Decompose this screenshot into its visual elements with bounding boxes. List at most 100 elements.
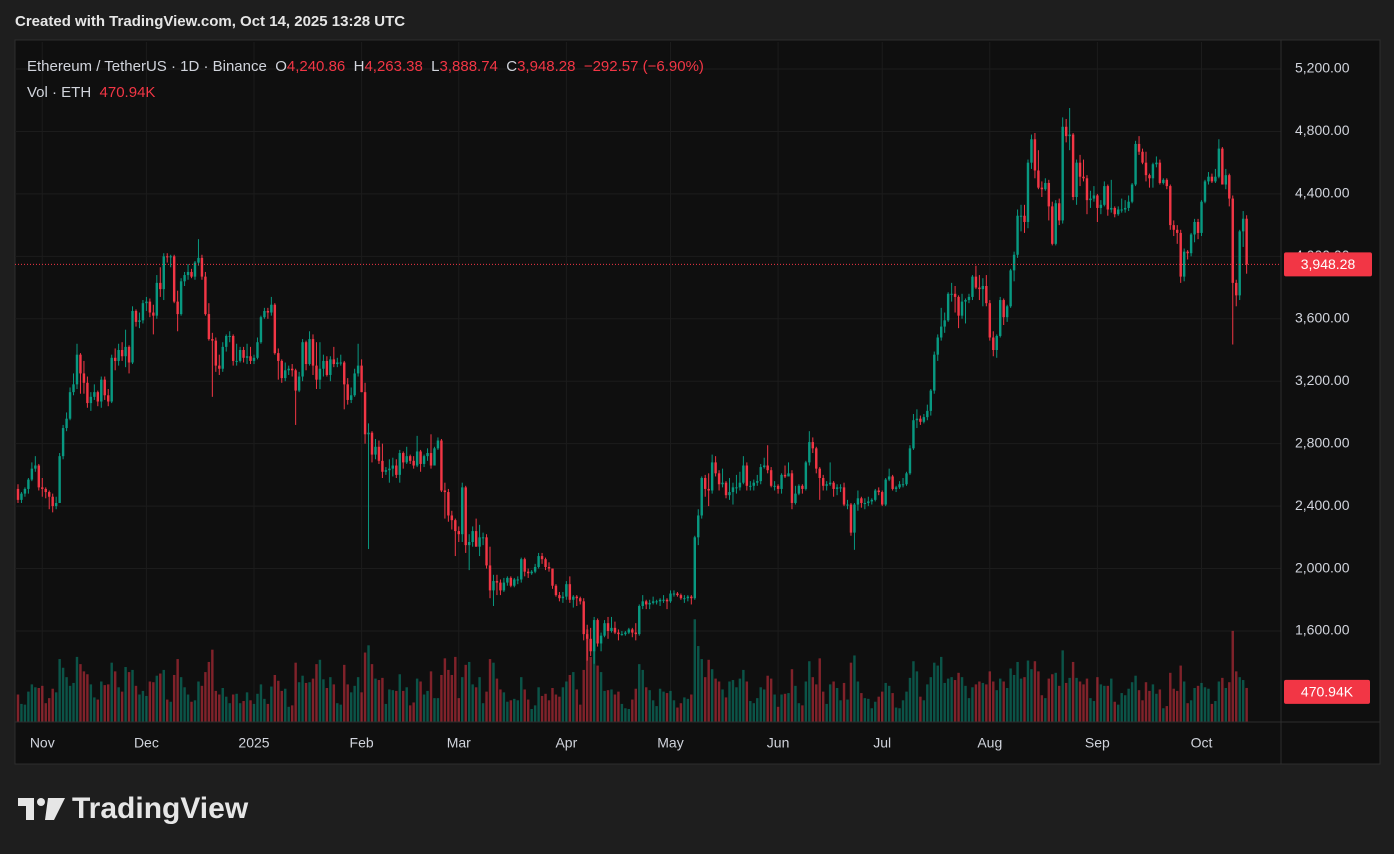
volume-bar bbox=[211, 649, 214, 722]
volume-bar bbox=[1026, 660, 1030, 722]
volume-bar bbox=[762, 689, 766, 722]
volume-bar bbox=[544, 693, 547, 722]
volume-bar bbox=[388, 689, 391, 722]
candle-body bbox=[1002, 300, 1005, 318]
candle-body bbox=[874, 490, 877, 500]
volume-bar bbox=[735, 687, 738, 722]
candle-body bbox=[769, 470, 773, 486]
volume-bar bbox=[429, 671, 433, 722]
volume-bar bbox=[325, 688, 329, 722]
candle-body bbox=[65, 418, 68, 429]
candle-body bbox=[624, 632, 627, 635]
candle-body bbox=[381, 460, 384, 472]
volume-bar bbox=[1078, 681, 1082, 722]
volume-bar bbox=[971, 687, 974, 722]
candle-body bbox=[284, 370, 287, 379]
candle-body bbox=[978, 287, 981, 290]
candle-body bbox=[967, 296, 971, 301]
candle-body bbox=[169, 256, 172, 258]
candle-body bbox=[502, 582, 506, 591]
candle-body bbox=[1179, 232, 1182, 277]
volume-bar bbox=[641, 669, 644, 722]
candle-body bbox=[374, 446, 377, 455]
volume-bar bbox=[624, 708, 627, 722]
volume-bar bbox=[676, 707, 679, 722]
volume-bar bbox=[481, 703, 485, 722]
volume-bar bbox=[644, 687, 648, 722]
volume-bar bbox=[703, 677, 707, 722]
candle-body bbox=[343, 362, 346, 385]
legend-key: O bbox=[275, 58, 287, 75]
candle-body bbox=[259, 317, 263, 343]
candle-body bbox=[526, 571, 530, 574]
candle-body bbox=[596, 620, 599, 644]
volume-bar bbox=[1103, 685, 1106, 722]
candle-body bbox=[867, 501, 870, 503]
volume-bar bbox=[835, 688, 839, 722]
candle-body bbox=[277, 353, 280, 361]
volume-bar bbox=[877, 696, 880, 722]
candle-body bbox=[1165, 179, 1169, 187]
candle-body bbox=[894, 487, 898, 489]
candle-body bbox=[780, 474, 783, 489]
candle-body bbox=[1005, 306, 1009, 318]
volume-bar bbox=[634, 688, 637, 722]
volume-bar bbox=[381, 677, 384, 722]
volume-bar bbox=[117, 687, 120, 722]
volume-bar bbox=[638, 664, 641, 722]
volume-bar bbox=[561, 687, 565, 722]
volume-bar bbox=[297, 682, 301, 722]
volume-bar bbox=[284, 688, 287, 722]
candle-body bbox=[1047, 182, 1051, 207]
volume-bar bbox=[620, 703, 624, 722]
candle-body bbox=[905, 473, 908, 485]
candle-body bbox=[735, 487, 738, 489]
volume-bar bbox=[1117, 704, 1120, 722]
candle-body bbox=[724, 482, 728, 496]
candle-body bbox=[349, 395, 353, 400]
volume-bar bbox=[665, 693, 669, 722]
volume-bar bbox=[412, 702, 415, 722]
volume-bar bbox=[422, 694, 426, 722]
volume-bar bbox=[929, 677, 933, 722]
candle-body bbox=[853, 504, 856, 533]
volume-bar bbox=[707, 659, 710, 722]
candle-body bbox=[419, 451, 422, 464]
candle-body bbox=[100, 379, 103, 402]
candle-body bbox=[356, 365, 360, 374]
volume-bar bbox=[96, 699, 100, 722]
candle-body bbox=[585, 634, 589, 639]
candle-body bbox=[1089, 198, 1092, 201]
candle-body bbox=[93, 392, 96, 397]
candle-body bbox=[756, 481, 759, 483]
volume-bar bbox=[821, 691, 825, 722]
candle-body bbox=[710, 462, 714, 491]
candle-body bbox=[1134, 143, 1137, 185]
candle-body bbox=[901, 484, 905, 486]
volume-bar bbox=[912, 661, 915, 722]
volume-bar bbox=[523, 689, 526, 722]
candle-body bbox=[641, 601, 644, 607]
volume-bar bbox=[766, 675, 769, 722]
candle-body bbox=[603, 623, 606, 636]
volume-bar bbox=[738, 678, 742, 722]
candle-body bbox=[228, 335, 231, 337]
volume-bar bbox=[815, 684, 818, 722]
candle-body bbox=[738, 482, 742, 488]
volume-bar bbox=[179, 677, 183, 722]
candle-body bbox=[801, 485, 804, 489]
candle-body bbox=[717, 473, 721, 485]
volume-bar bbox=[252, 703, 256, 722]
candle-body bbox=[516, 579, 519, 581]
volume-bar bbox=[440, 674, 443, 722]
volume-bar bbox=[1221, 677, 1224, 722]
candle-body bbox=[762, 465, 766, 468]
volume-bar bbox=[443, 658, 447, 722]
volume-bar bbox=[488, 659, 492, 722]
volume-bar bbox=[329, 677, 332, 722]
candle-body bbox=[808, 442, 811, 463]
volume-bar bbox=[245, 692, 249, 722]
candle-body bbox=[1019, 215, 1023, 217]
candle-body bbox=[651, 601, 655, 603]
candle-body bbox=[245, 356, 249, 358]
